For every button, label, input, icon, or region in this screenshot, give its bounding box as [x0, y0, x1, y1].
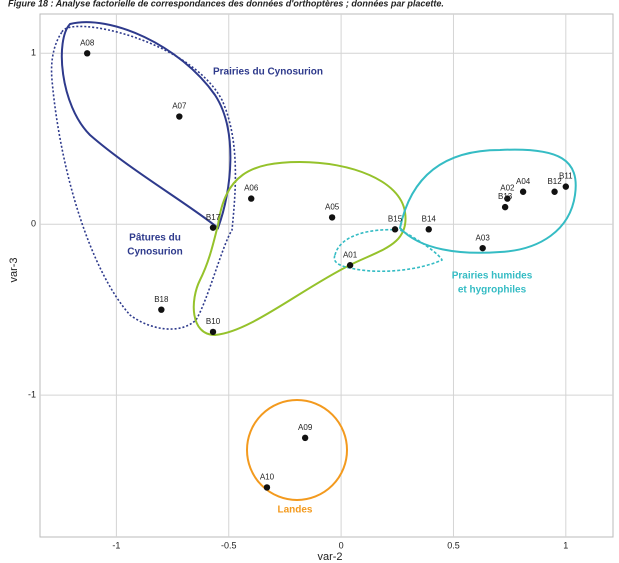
point	[209, 224, 217, 231]
point-label: A03	[476, 233, 491, 242]
point-label: A06	[244, 184, 259, 193]
point	[83, 50, 91, 57]
point-label: B14	[422, 214, 437, 223]
point-label: A04	[516, 177, 531, 186]
point-label: A07	[172, 102, 187, 111]
group-label: Prairies humides	[452, 271, 533, 282]
point	[391, 226, 399, 233]
y-tick-label: -1	[28, 390, 36, 400]
enclosure-humid	[398, 148, 577, 254]
point-label: A05	[325, 202, 340, 211]
x-tick-label: 1	[563, 540, 568, 550]
point-label: B12	[547, 177, 562, 186]
point	[301, 434, 309, 442]
group-label: et hygrophiles	[458, 285, 527, 296]
point-label: B15	[388, 214, 403, 223]
y-tick-label: 0	[31, 219, 36, 229]
point	[425, 226, 432, 233]
x-tick-label: 0	[339, 540, 344, 550]
chart-title: Figure 18 : Analyse factorielle de corre…	[8, 0, 444, 8]
point-label: A01	[343, 250, 358, 259]
point	[209, 328, 217, 336]
x-tick-label: -1	[112, 540, 120, 550]
point	[551, 188, 558, 195]
plot-frame	[39, 13, 614, 538]
point	[158, 306, 165, 313]
enclosure-middle	[192, 160, 407, 337]
x-tick-label: -0.5	[221, 540, 237, 550]
point-label: B18	[154, 295, 169, 304]
point-label: B10	[206, 317, 221, 326]
group-label: Landes	[277, 505, 312, 516]
point	[346, 262, 354, 269]
point	[328, 214, 336, 221]
enclosure-pastures	[50, 25, 237, 330]
point	[519, 188, 527, 195]
group-label: Prairies du Cynosurion	[213, 67, 323, 78]
point-label: B11	[559, 172, 573, 181]
point	[562, 183, 570, 190]
grid	[40, 14, 613, 537]
point-label: B17	[206, 213, 221, 222]
point-label: A08	[80, 38, 95, 47]
point	[263, 484, 271, 491]
enclosure-humid-dotted	[333, 228, 444, 273]
y-axis-label: var-3	[8, 257, 20, 282]
point	[504, 195, 511, 202]
point	[248, 195, 255, 202]
point	[501, 203, 509, 211]
x-axis-label: var-2	[317, 551, 342, 563]
point-label: A09	[298, 423, 313, 432]
point-label: A10	[260, 473, 275, 482]
point	[479, 244, 486, 252]
enclosure-landes	[246, 399, 348, 501]
group-label: Pâtures du	[129, 233, 181, 244]
enclosures	[50, 21, 577, 501]
point-label: B13	[498, 192, 513, 201]
point	[176, 113, 183, 120]
y-tick-label: 1	[31, 48, 36, 58]
point-label: A02	[500, 184, 515, 193]
x-tick-label: 0.5	[447, 540, 460, 550]
group-label: Cynosurion	[127, 247, 183, 258]
